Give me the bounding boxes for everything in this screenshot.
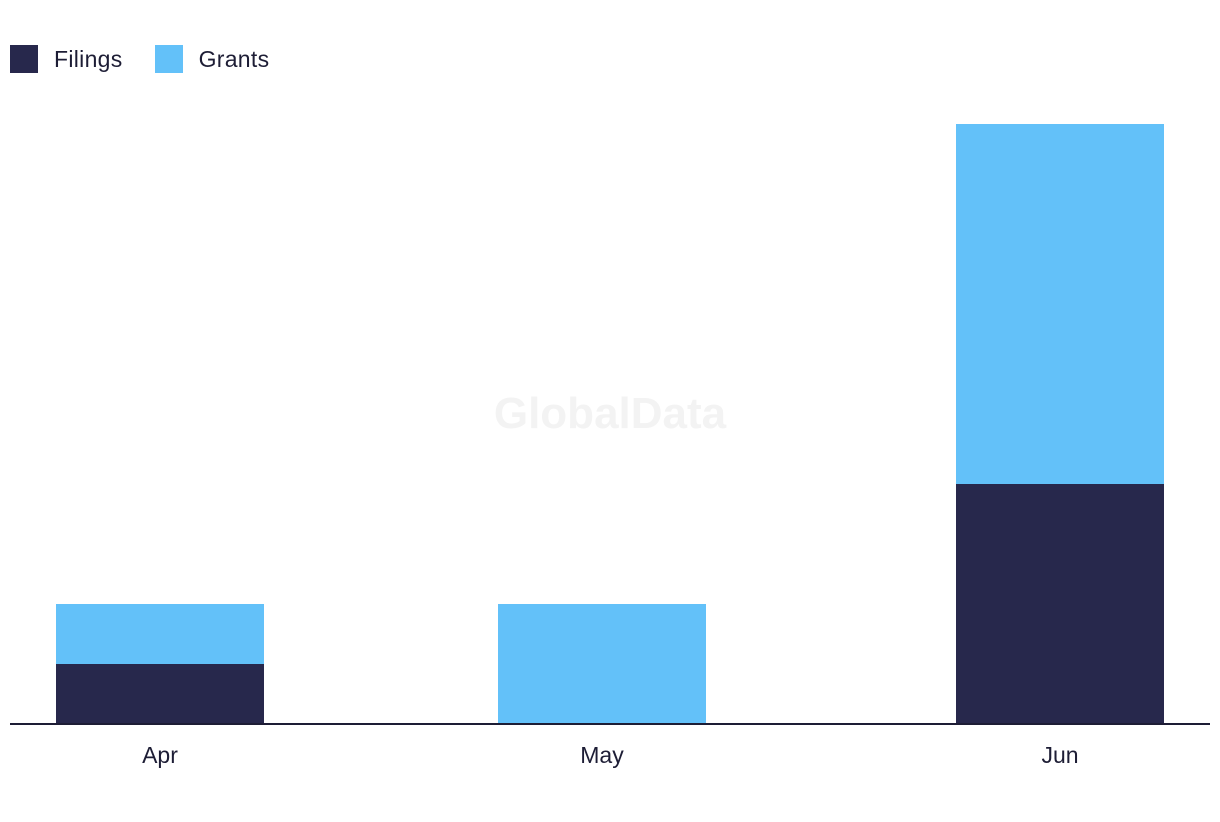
bars-group	[56, 124, 1164, 724]
legend: Filings Grants	[10, 44, 301, 74]
legend-swatch-filings	[10, 45, 38, 73]
watermark-text: GlobalData	[494, 389, 727, 438]
bar-grants-apr[interactable]	[56, 604, 264, 664]
x-tick-label-may: May	[580, 742, 624, 768]
x-tick-label-jun: Jun	[1041, 742, 1078, 768]
legend-label-grants: Grants	[198, 45, 270, 72]
x-tick-labels: Apr May Jun	[142, 742, 1078, 768]
bar-filings-jun[interactable]	[956, 484, 1164, 724]
x-tick-label-apr: Apr	[142, 742, 178, 768]
legend-swatch-grants	[154, 45, 183, 73]
legend-item-grants[interactable]: Grants	[154, 45, 270, 73]
legend-label-filings: Filings	[54, 45, 123, 72]
legend-item-filings[interactable]: Filings	[10, 45, 123, 73]
bar-grants-jun[interactable]	[956, 124, 1164, 484]
bar-filings-apr[interactable]	[56, 664, 264, 724]
bar-grants-may[interactable]	[498, 604, 706, 724]
